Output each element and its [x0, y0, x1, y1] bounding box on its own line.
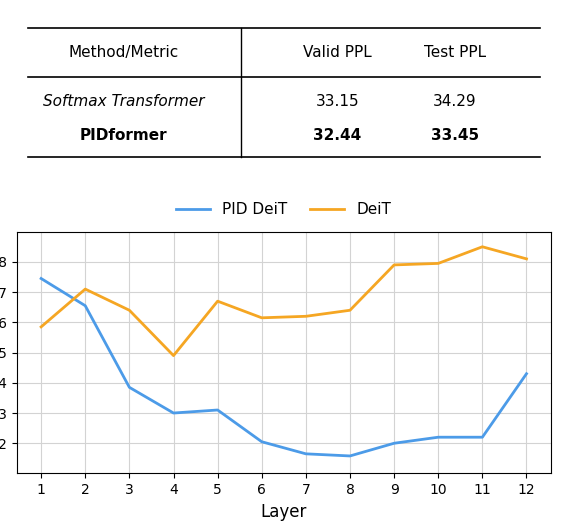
- Text: 32.44: 32.44: [313, 128, 361, 144]
- Text: Softmax Transformer: Softmax Transformer: [43, 94, 205, 109]
- Text: Test PPL: Test PPL: [424, 45, 486, 60]
- Text: Valid PPL: Valid PPL: [303, 45, 371, 60]
- X-axis label: Layer: Layer: [261, 503, 307, 521]
- Text: 33.45: 33.45: [430, 128, 479, 144]
- Text: PIDformer: PIDformer: [80, 128, 167, 144]
- Text: Method/Metric: Method/Metric: [69, 45, 179, 60]
- Legend: PID DeiT, DeiT: PID DeiT, DeiT: [170, 196, 397, 223]
- Text: 34.29: 34.29: [433, 94, 477, 109]
- Text: 33.15: 33.15: [315, 94, 359, 109]
